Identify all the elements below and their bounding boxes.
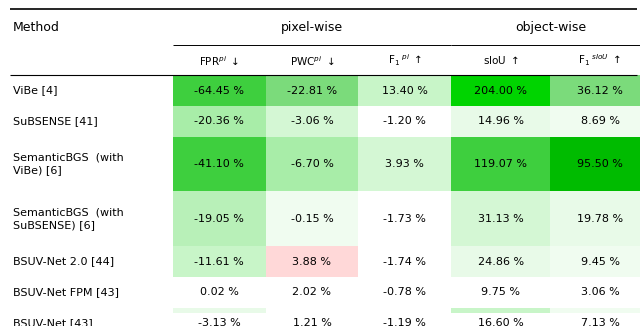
Text: 119.07 %: 119.07 % [474, 159, 527, 169]
Text: -6.70 %: -6.70 % [291, 159, 333, 169]
Text: 9.45 %: 9.45 % [580, 257, 620, 267]
Text: -0.78 %: -0.78 % [383, 287, 426, 297]
Text: SemanticBGS  (with
ViBe) [6]: SemanticBGS (with ViBe) [6] [13, 152, 124, 176]
Text: BSUV-Net 2.0 [44]: BSUV-Net 2.0 [44] [13, 257, 114, 267]
Text: -11.61 %: -11.61 % [195, 257, 244, 267]
Text: sIoU $\uparrow$: sIoU $\uparrow$ [483, 54, 519, 66]
Bar [451, 75, 550, 106]
Text: Method: Method [13, 21, 60, 34]
Text: -0.15 %: -0.15 % [291, 214, 333, 224]
Text: SemanticBGS  (with
SuBSENSE) [6]: SemanticBGS (with SuBSENSE) [6] [13, 207, 124, 230]
Text: 2.02 %: 2.02 % [292, 287, 332, 297]
Text: -1.74 %: -1.74 % [383, 257, 426, 267]
Bar [451, 106, 550, 137]
Text: -19.05 %: -19.05 % [195, 214, 244, 224]
Bar [173, 307, 266, 326]
Text: -3.06 %: -3.06 % [291, 116, 333, 126]
Text: BSUV-Net [43]: BSUV-Net [43] [13, 318, 93, 326]
Text: 13.40 %: 13.40 % [382, 85, 428, 96]
Text: 8.69 %: 8.69 % [580, 116, 620, 126]
Text: ViBe [4]: ViBe [4] [13, 85, 58, 96]
Text: 3.06 %: 3.06 % [580, 287, 620, 297]
Text: object-wise: object-wise [515, 21, 586, 34]
Text: 9.75 %: 9.75 % [481, 287, 520, 297]
Text: -41.10 %: -41.10 % [195, 159, 244, 169]
Bar [451, 307, 550, 326]
Text: 3.88 %: 3.88 % [292, 257, 332, 267]
Text: -1.20 %: -1.20 % [383, 116, 426, 126]
Text: 1.21 %: 1.21 % [292, 318, 332, 326]
Text: 3.93 %: 3.93 % [385, 159, 424, 169]
Text: 14.96 %: 14.96 % [478, 116, 524, 126]
Text: 16.60 %: 16.60 % [478, 318, 524, 326]
Bar [550, 75, 640, 106]
Text: 19.78 %: 19.78 % [577, 214, 623, 224]
Text: -64.45 %: -64.45 % [194, 85, 244, 96]
Text: -20.36 %: -20.36 % [195, 116, 244, 126]
Text: F$_1$$^{\ sIoU}$ $\uparrow$: F$_1$$^{\ sIoU}$ $\uparrow$ [579, 52, 621, 68]
Text: 0.02 %: 0.02 % [200, 287, 239, 297]
Bar [550, 246, 640, 277]
Text: -1.19 %: -1.19 % [383, 318, 426, 326]
Text: PWC$^{pi}$ $\downarrow$: PWC$^{pi}$ $\downarrow$ [290, 54, 334, 67]
Text: 36.12 %: 36.12 % [577, 85, 623, 96]
Text: pixel-wise: pixel-wise [281, 21, 343, 34]
Text: F$_1$$^{\ pi}$ $\uparrow$: F$_1$$^{\ pi}$ $\uparrow$ [388, 52, 422, 68]
Text: SuBSENSE [41]: SuBSENSE [41] [13, 116, 97, 126]
Bar [173, 246, 266, 277]
Bar [266, 75, 358, 106]
Text: -1.73 %: -1.73 % [383, 214, 426, 224]
Text: -22.81 %: -22.81 % [287, 85, 337, 96]
Bar [358, 75, 451, 106]
Bar [266, 106, 358, 137]
Text: 7.13 %: 7.13 % [580, 318, 620, 326]
Bar [451, 246, 550, 277]
Text: 24.86 %: 24.86 % [477, 257, 524, 267]
Bar [550, 307, 640, 326]
Text: 204.00 %: 204.00 % [474, 85, 527, 96]
Text: BSUV-Net FPM [43]: BSUV-Net FPM [43] [13, 287, 119, 297]
Text: FPR$^{pi}$ $\downarrow$: FPR$^{pi}$ $\downarrow$ [199, 54, 239, 67]
Bar [173, 106, 266, 137]
Text: 95.50 %: 95.50 % [577, 159, 623, 169]
Bar [266, 246, 358, 277]
Text: -3.13 %: -3.13 % [198, 318, 241, 326]
Bar [550, 106, 640, 137]
Text: 31.13 %: 31.13 % [478, 214, 524, 224]
Bar [173, 75, 266, 106]
